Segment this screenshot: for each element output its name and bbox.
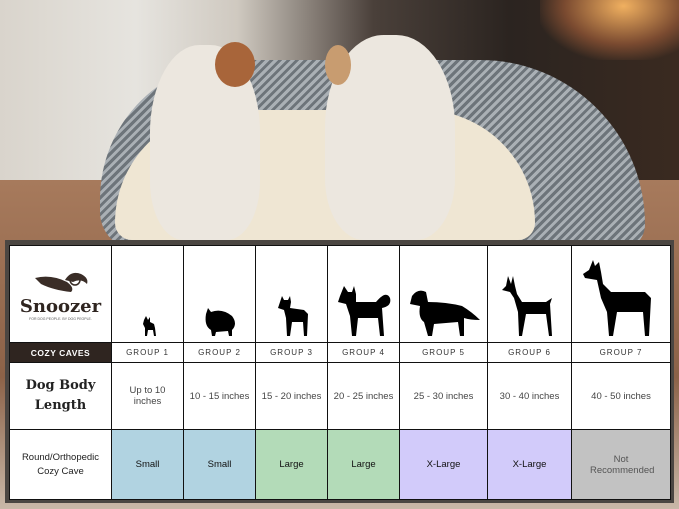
group-label: GROUP 2 xyxy=(183,342,256,363)
body-length-value: 40 - 50 inches xyxy=(571,362,671,430)
great-dane-silhouette-icon xyxy=(583,260,651,336)
boston-terrier-silhouette-icon xyxy=(277,296,308,336)
group-label: GROUP 5 xyxy=(399,342,488,363)
group-label: GROUP 7 xyxy=(571,342,671,363)
group-4-icon-cell xyxy=(327,245,400,343)
size-chart: Snoozer FOR DOG PEOPLE. BY DOG PEOPLE. C… xyxy=(5,240,674,503)
recommended-size: Small xyxy=(111,429,184,500)
body-length-value: 25 - 30 inches xyxy=(399,362,488,430)
group-label: GROUP 6 xyxy=(487,342,572,363)
body-length-value: 30 - 40 inches xyxy=(487,362,572,430)
fireplace xyxy=(540,0,679,60)
body-length-value: 15 - 20 inches xyxy=(255,362,328,430)
golden-retriever-silhouette-icon xyxy=(409,290,480,336)
brand-tagline: FOR DOG PEOPLE. BY DOG PEOPLE. xyxy=(29,316,92,321)
recommended-size: Small xyxy=(183,429,256,500)
body-length-value: 10 - 15 inches xyxy=(183,362,256,430)
doberman-silhouette-icon xyxy=(501,276,552,336)
brand-name: Snoozer xyxy=(19,295,102,317)
recommended-size: Large xyxy=(327,429,400,500)
recommended-size: X-Large xyxy=(487,429,572,500)
group-label: GROUP 3 xyxy=(255,342,328,363)
group-1-icon-cell xyxy=(111,245,184,343)
shiba-inu-silhouette-icon xyxy=(337,286,390,336)
dog-right-ear xyxy=(325,45,351,85)
recommended-size: X-Large xyxy=(399,429,488,500)
dog-logo-icon xyxy=(34,272,87,292)
dog-left-ear xyxy=(215,42,255,87)
group-5-icon-cell xyxy=(399,245,488,343)
group-2-icon-cell xyxy=(183,245,256,343)
body-length-value: 20 - 25 inches xyxy=(327,362,400,430)
recommended-size: Not Recommended xyxy=(571,429,671,500)
product-line-label: COZY CAVES xyxy=(9,342,112,363)
group-7-icon-cell xyxy=(571,245,671,343)
chihuahua-silhouette-icon xyxy=(142,316,156,336)
group-6-icon-cell xyxy=(487,245,572,343)
group-label: GROUP 1 xyxy=(111,342,184,363)
recommended-size: Large xyxy=(255,429,328,500)
pomeranian-silhouette-icon xyxy=(205,308,235,336)
group-3-icon-cell xyxy=(255,245,328,343)
row-label-size: Round/Orthopedic Cozy Cave xyxy=(9,429,112,500)
brand-logo: Snoozer FOR DOG PEOPLE. BY DOG PEOPLE. xyxy=(9,245,112,343)
row-label-length: Dog Body Length xyxy=(9,362,112,430)
size-table: Snoozer FOR DOG PEOPLE. BY DOG PEOPLE. C… xyxy=(9,245,671,500)
group-label: GROUP 4 xyxy=(327,342,400,363)
body-length-value: Up to 10 inches xyxy=(111,362,184,430)
